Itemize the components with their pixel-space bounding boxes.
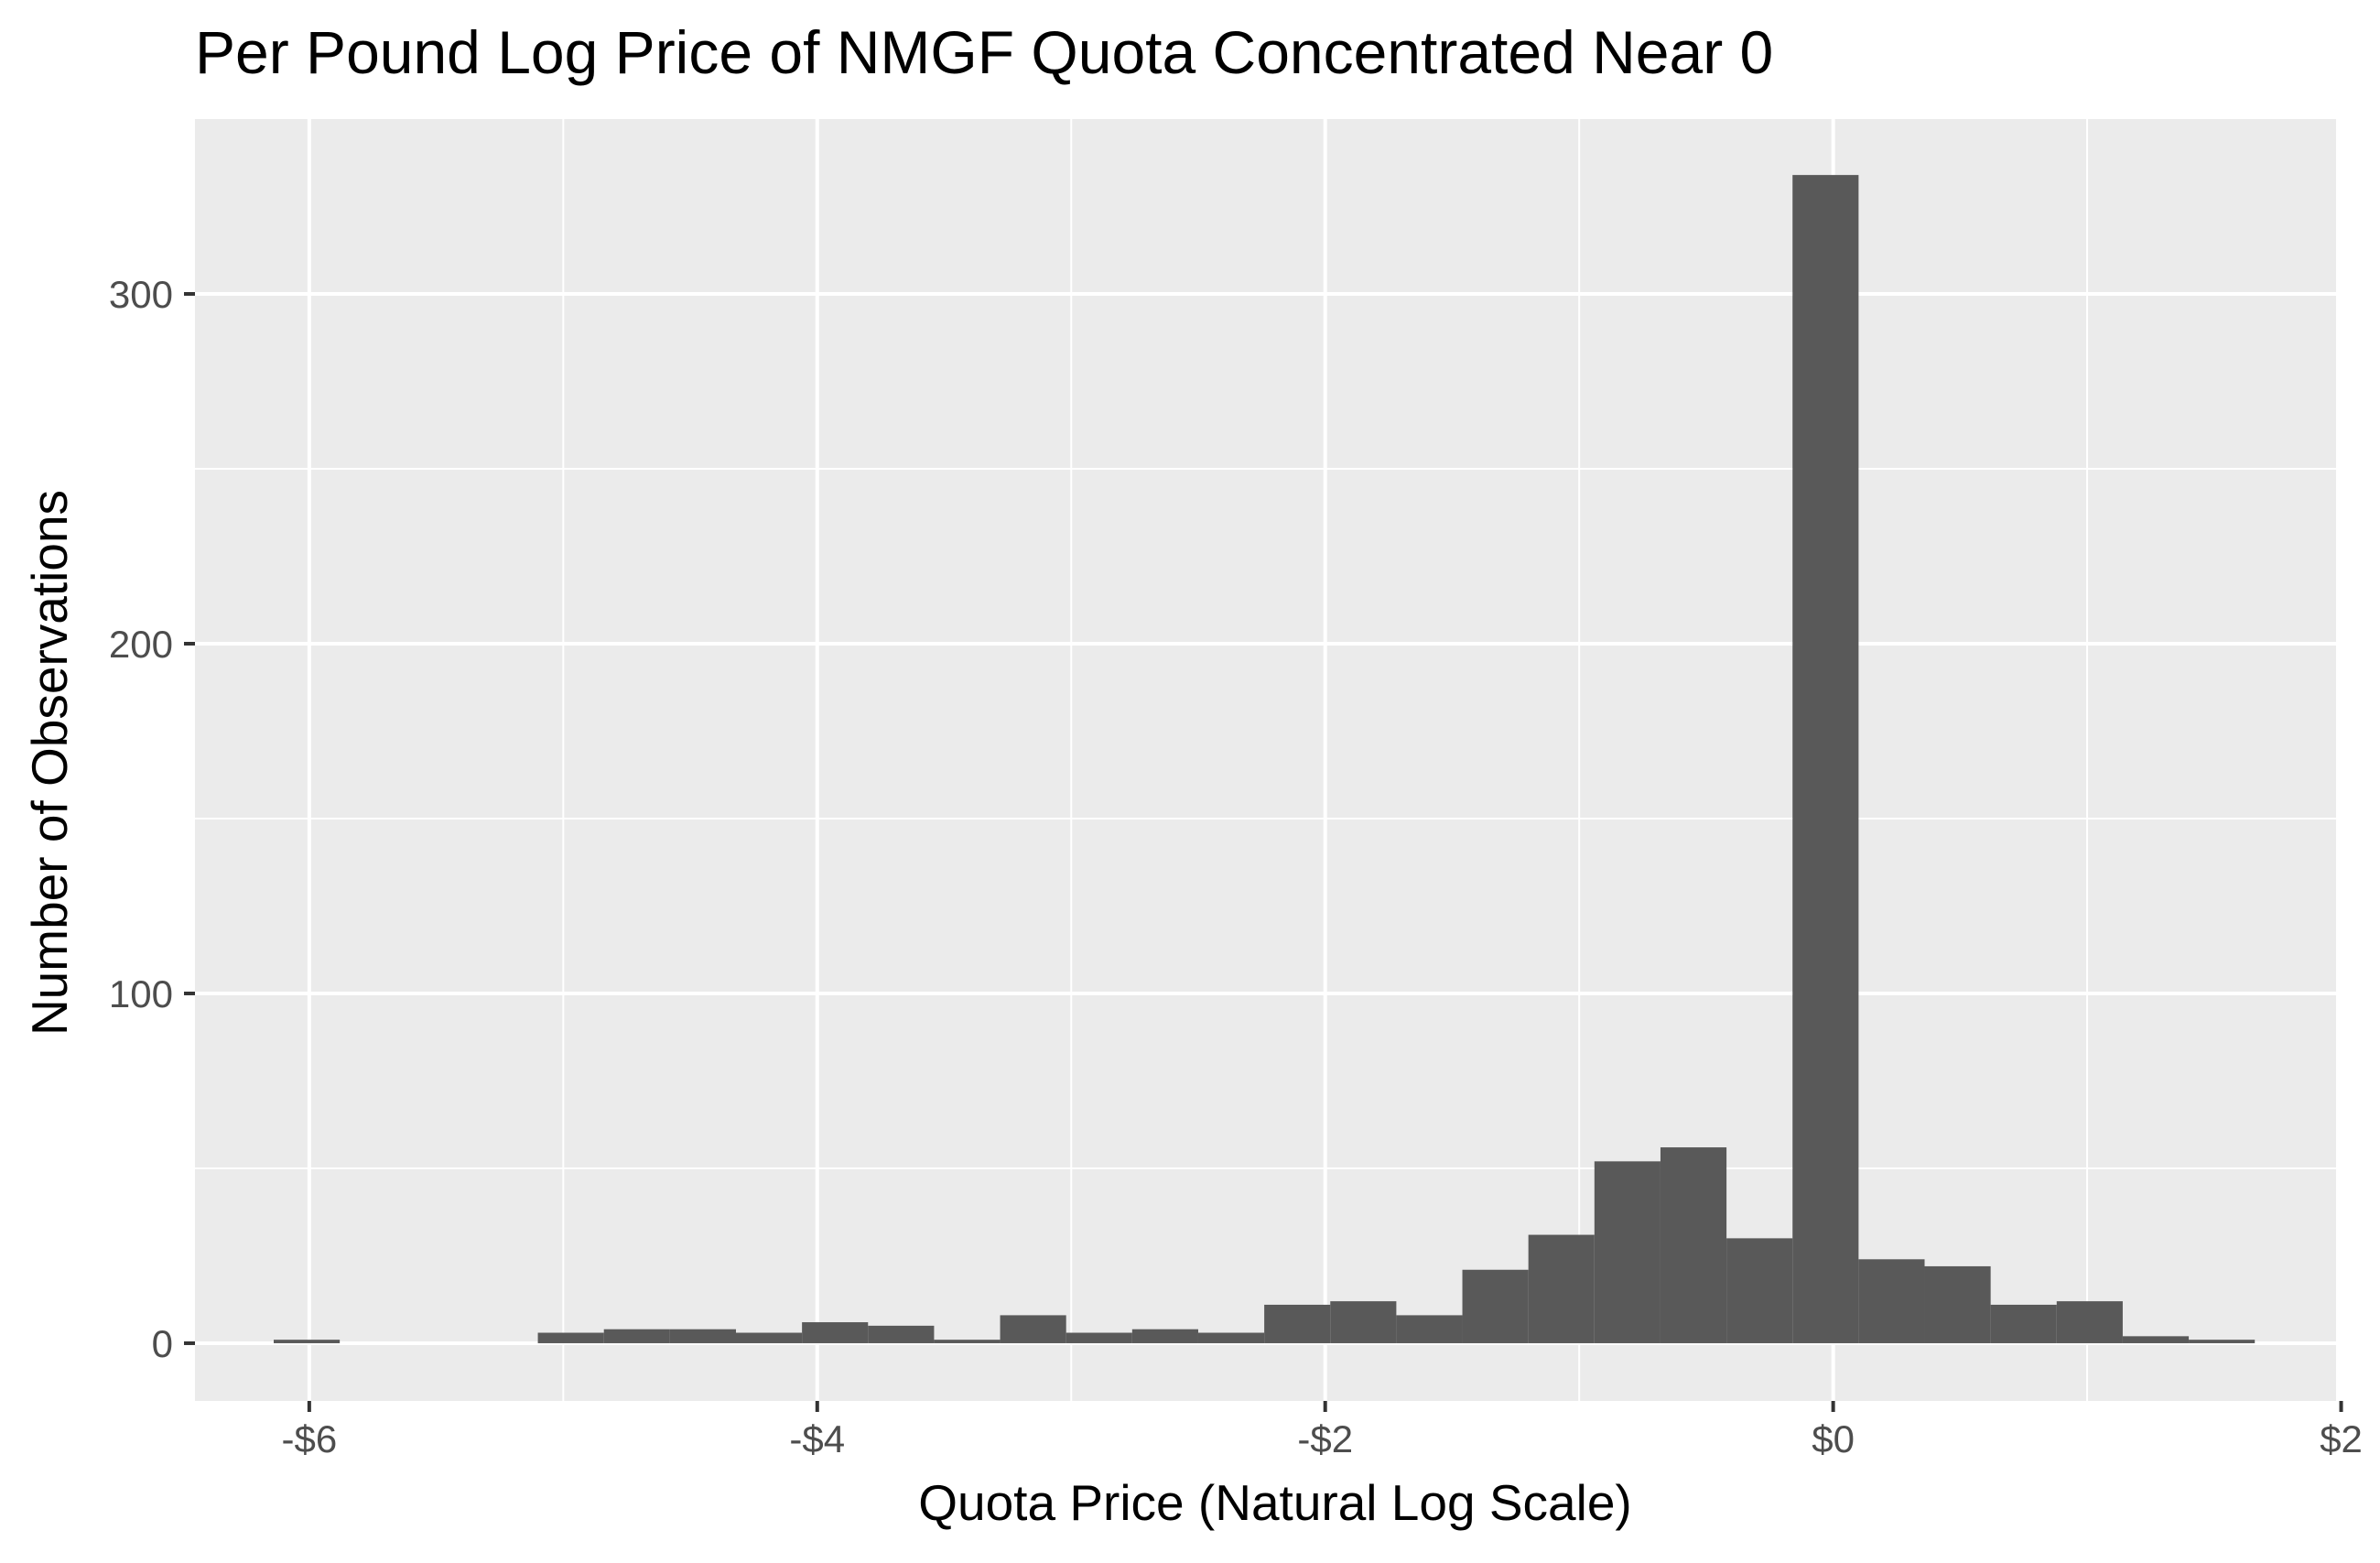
y-tick-label: 0: [152, 1322, 173, 1365]
histogram-bar: [1792, 175, 1859, 1343]
histogram-bar: [1000, 1315, 1066, 1343]
y-tick-label: 200: [109, 623, 173, 666]
chart-title: Per Pound Log Price of NMGF Quota Concen…: [195, 18, 1773, 86]
x-tick-label: -$2: [1297, 1417, 1353, 1460]
histogram-bar: [1066, 1332, 1132, 1343]
histogram-bar: [802, 1322, 869, 1343]
histogram-bar: [1197, 1332, 1265, 1343]
histogram-bar: [1924, 1265, 1991, 1343]
x-tick-label: -$4: [789, 1417, 845, 1460]
histogram-bar: [537, 1332, 604, 1343]
histogram-bars: [274, 175, 2256, 1343]
histogram-bar: [2056, 1301, 2123, 1343]
y-axis: 0 100 200 300: [109, 273, 195, 1365]
histogram-bar: [274, 1340, 341, 1343]
histogram-bar: [1594, 1161, 1661, 1343]
x-tick-label: $2: [2320, 1417, 2363, 1460]
histogram-bar: [2122, 1336, 2190, 1343]
x-tick-label: $0: [1812, 1417, 1855, 1460]
histogram-bar: [603, 1329, 670, 1343]
histogram-bar: [735, 1332, 803, 1343]
histogram-bar: [1330, 1301, 1397, 1343]
x-axis: -$6 -$4 -$2 $0 $2: [282, 1401, 2363, 1460]
histogram-bar: [669, 1329, 736, 1343]
histogram-bar: [1264, 1304, 1331, 1343]
y-tick-label: 100: [109, 972, 173, 1015]
y-tick-label: 300: [109, 273, 173, 316]
histogram-bar: [1990, 1304, 2057, 1343]
histogram-bar: [1462, 1269, 1529, 1343]
y-axis-title: Number of Observations: [21, 490, 78, 1036]
histogram-bar: [1528, 1234, 1595, 1343]
histogram-bar: [1131, 1329, 1198, 1343]
histogram-bar: [1726, 1238, 1793, 1343]
x-tick-label: -$6: [282, 1417, 338, 1460]
histogram-bar: [2189, 1340, 2256, 1343]
histogram-bar: [1660, 1147, 1727, 1343]
histogram-bar: [1858, 1259, 1925, 1343]
grid-minor-lines: [195, 119, 2336, 1401]
histogram-bar: [868, 1325, 935, 1343]
x-axis-title: Quota Price (Natural Log Scale): [918, 1474, 1632, 1531]
histogram-bar: [934, 1340, 1001, 1343]
plot-panel: [195, 119, 2336, 1401]
histogram-bar: [1396, 1315, 1463, 1343]
